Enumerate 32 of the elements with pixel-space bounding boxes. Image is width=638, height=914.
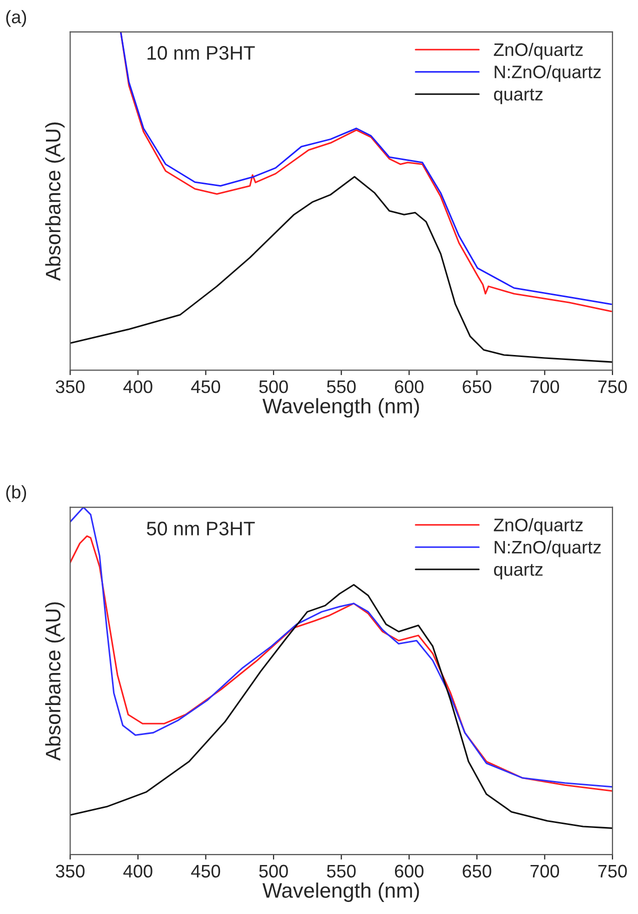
annotation: 50 nm P3HT <box>146 522 255 536</box>
x-tick-label: 700 <box>530 864 560 878</box>
x-tick-label: 400 <box>123 864 152 878</box>
legend-label: ZnO/quartz <box>494 518 583 535</box>
legend-label: quartz <box>494 88 543 104</box>
text: (a) <box>6 10 26 27</box>
x-tick-label: 550 <box>326 380 356 394</box>
x-axis-title: Wavelength (nm) <box>262 398 419 418</box>
x-tick-label: 600 <box>394 380 424 394</box>
x-tick-label: 350 <box>56 380 85 394</box>
x-tick-label: 500 <box>259 864 288 878</box>
x-tick-label: 350 <box>56 864 85 878</box>
legend-label: ZnO/quartz <box>494 42 583 60</box>
x-tick-label: 550 <box>326 864 356 878</box>
y-axis-title: Absorbance (AU) <box>45 602 65 761</box>
legend-label: quartz <box>494 564 543 580</box>
x-axis-title: Wavelength (nm) <box>262 882 419 902</box>
x-tick-label: 700 <box>530 380 560 394</box>
annotation: 10 nm P3HT <box>148 46 255 60</box>
x-tick-label: 750 <box>598 380 627 394</box>
legend-label: N:ZnO/quartz <box>494 540 601 558</box>
x-tick-label: 450 <box>191 380 220 394</box>
text: (b) <box>6 485 26 502</box>
y-axis-title: Absorbance (AU) <box>45 122 65 281</box>
x-tick-label: 400 <box>123 380 152 394</box>
x-tick-label: 600 <box>394 864 424 878</box>
x-tick-label: 650 <box>462 864 492 878</box>
x-tick-label: 650 <box>462 380 492 394</box>
legend-label: N:ZnO/quartz <box>494 65 601 82</box>
x-tick-label: 450 <box>191 864 220 878</box>
x-tick-label: 500 <box>259 380 288 394</box>
x-tick-label: 750 <box>598 864 627 878</box>
